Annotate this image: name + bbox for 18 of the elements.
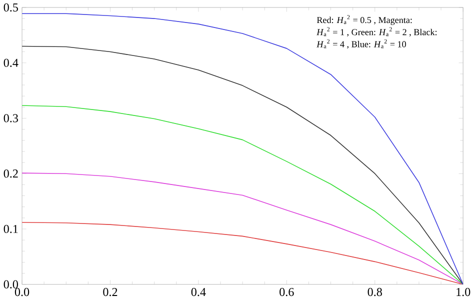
x-tick-label: 0.2 <box>103 288 118 296</box>
x-tick-label: 0.8 <box>368 288 382 296</box>
x-tick-label: 0.4 <box>191 288 206 296</box>
x-tick-label: 0.6 <box>280 288 294 296</box>
y-tick-label: 0.1 <box>4 225 18 234</box>
y-tick-label: 0.5 <box>4 4 18 12</box>
x-tick-label: 1.0 <box>456 288 470 296</box>
annotation: H$_{a}$$^{2}$ = 4 , Blue: H$_{a}$$^{2}$ = 10 <box>316 40 406 49</box>
line-series <box>22 105 464 285</box>
y-tick-label: 0.3 <box>4 114 18 123</box>
y-tick-label: 0.0 <box>4 280 18 289</box>
line-series <box>22 172 464 285</box>
annotation: Red: H$_{a}$$^{2}$ = 0.5 , Magenta: <box>316 15 412 26</box>
y-tick-label: 0.4 <box>4 58 18 68</box>
line-series <box>22 222 464 285</box>
annotation: H$_{a}$$^{2}$ = 1 , Green: H$_{a}$$^{2}$ = 2 , Black: <box>316 27 437 37</box>
x-tick-label: 0.0 <box>14 288 30 296</box>
y-tick-label: 0.2 <box>4 170 18 178</box>
